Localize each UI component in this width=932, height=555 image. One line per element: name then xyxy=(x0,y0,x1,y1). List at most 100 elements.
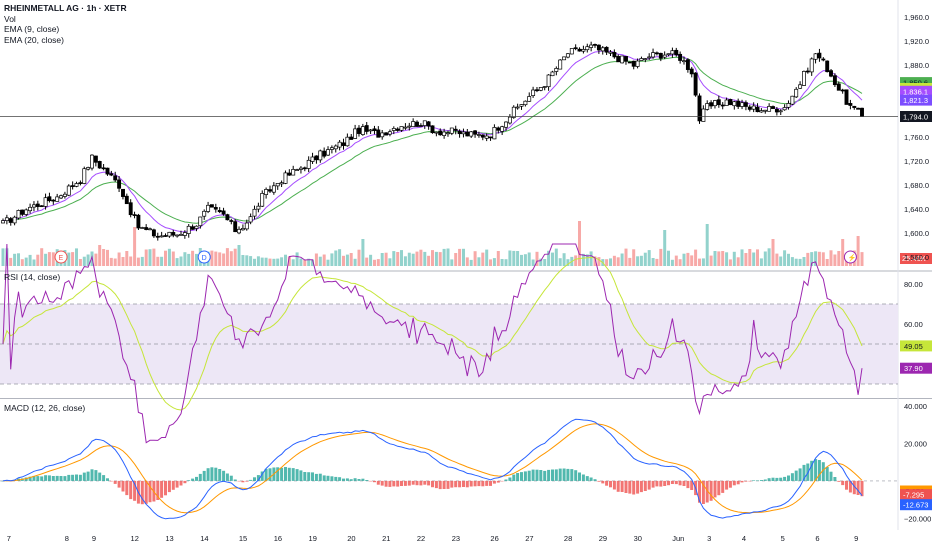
macd-histogram-bar xyxy=(326,475,330,481)
x-axis-label: 14 xyxy=(200,534,208,543)
macd-histogram-bar xyxy=(241,480,245,483)
macd-histogram-bar xyxy=(523,471,527,481)
price-tick-label: 1,640.0 xyxy=(904,205,929,214)
macd-histogram-bar xyxy=(589,477,593,481)
x-axis-label: 29 xyxy=(599,534,607,543)
macd-histogram-bar xyxy=(384,480,388,487)
candle-body xyxy=(279,182,284,185)
macd-histogram-bar xyxy=(187,480,191,481)
macd-histogram-bar xyxy=(90,469,94,481)
candle-body xyxy=(689,68,694,75)
candle-body xyxy=(465,131,470,137)
macd-histogram-bar xyxy=(44,475,48,481)
volume-bar xyxy=(229,251,233,266)
volume-bar xyxy=(268,258,272,266)
volume-bar xyxy=(748,249,752,266)
macd-histogram-bar xyxy=(450,480,454,488)
candle-body xyxy=(817,52,822,59)
candle-body xyxy=(604,46,609,53)
volume-bar xyxy=(384,252,388,266)
candle-body xyxy=(562,56,567,61)
rsi-ma-badge xyxy=(900,340,932,352)
earnings-icon-label: E xyxy=(58,255,63,262)
volume-bar xyxy=(837,251,841,266)
volume-bar xyxy=(160,256,164,266)
macd-histogram-bar xyxy=(609,480,612,488)
volume-bar xyxy=(82,256,86,266)
macd-histogram-bar xyxy=(109,480,113,482)
candle-body xyxy=(852,105,857,108)
volume-badge xyxy=(900,253,932,264)
candle-body xyxy=(411,121,416,127)
macd-histogram-bar xyxy=(396,480,400,487)
macd-histogram-bar xyxy=(670,480,674,484)
macd-histogram-bar xyxy=(717,480,721,496)
macd-histogram-bar xyxy=(477,480,481,487)
volume-bar xyxy=(539,258,543,266)
macd-histogram-bar xyxy=(442,480,446,489)
volume-bar xyxy=(492,258,496,266)
macd-histogram-bar xyxy=(574,470,578,481)
volume-bar xyxy=(802,257,806,266)
macd-histogram-bar xyxy=(736,480,740,485)
volume-bar xyxy=(698,258,701,266)
candle-body xyxy=(66,185,71,196)
macd-histogram-bar xyxy=(59,476,63,481)
volume-bar xyxy=(233,248,237,266)
macd-badge xyxy=(900,489,932,501)
candle-body xyxy=(221,210,226,215)
volume-bar xyxy=(520,254,523,266)
macd-histogram-bar xyxy=(678,480,682,486)
macd-histogram-bar xyxy=(651,480,655,488)
macd-histogram-bar xyxy=(419,480,423,486)
volume-bar xyxy=(469,259,473,266)
candle-body xyxy=(500,126,505,132)
candle-body xyxy=(658,52,663,59)
volume-bar xyxy=(330,253,334,266)
macd-histogram-bar xyxy=(106,478,109,481)
macd-line xyxy=(2,418,863,520)
macd-histogram-bar xyxy=(663,480,667,486)
volume-bar xyxy=(373,259,376,266)
candle-body xyxy=(306,159,311,169)
candle-body xyxy=(121,188,125,197)
volume-bar xyxy=(291,259,295,266)
candle-body xyxy=(736,100,741,107)
candle-body xyxy=(333,145,338,150)
volume-bar xyxy=(314,253,318,266)
candle-body xyxy=(353,128,358,139)
candle-body xyxy=(28,206,33,212)
macd-histogram-bar xyxy=(94,470,98,481)
macd-histogram-bar xyxy=(500,480,504,482)
macd-badge xyxy=(900,499,932,511)
candle-body xyxy=(35,203,40,207)
candle-body xyxy=(240,228,245,231)
candle-body xyxy=(473,130,478,135)
macd-histogram-bar xyxy=(659,480,663,487)
candle-body xyxy=(774,108,779,113)
candle-body xyxy=(171,232,176,236)
candle-body xyxy=(550,71,555,77)
candle-body xyxy=(310,156,315,162)
candle-body xyxy=(20,209,25,215)
x-axis-label: 9 xyxy=(854,534,858,543)
candle-body xyxy=(182,232,187,236)
volume-bar xyxy=(376,259,380,266)
macd-histogram-bar xyxy=(732,480,736,486)
volume-bar xyxy=(318,256,322,266)
volume-bar xyxy=(566,259,570,266)
macd-histogram-bar xyxy=(427,480,431,486)
candle-body xyxy=(790,95,795,105)
macd-histogram-bar xyxy=(860,480,864,497)
candle-body xyxy=(531,89,536,96)
macd-histogram-bar xyxy=(543,470,547,481)
macd-histogram-bar xyxy=(798,468,802,481)
volume-bar xyxy=(295,252,299,266)
volume-bar xyxy=(508,250,512,266)
macd-histogram-bar xyxy=(67,474,71,481)
volume-bar xyxy=(136,257,140,266)
macd-histogram-bar xyxy=(415,480,419,486)
x-axis-label: 12 xyxy=(131,534,139,543)
candle-body xyxy=(825,60,830,73)
